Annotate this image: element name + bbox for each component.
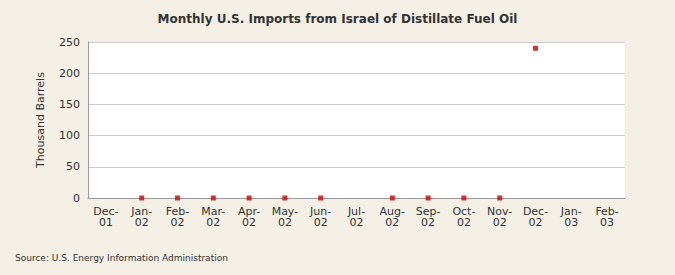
svg-text:Monthly U.S. Imports from Isra: Monthly U.S. Imports from Israel of Dist… [158,12,518,26]
svg-text:02: 02 [529,216,543,229]
svg-text:Nov-: Nov- [487,205,513,218]
svg-text:03: 03 [600,216,614,229]
svg-text:02: 02 [457,216,471,229]
svg-text:Dec-: Dec- [522,205,549,218]
svg-text:Feb-: Feb- [595,205,619,218]
svg-text:0: 0 [73,192,80,205]
svg-text:Aug-: Aug- [379,205,405,218]
svg-text:Jul-: Jul- [347,205,366,218]
svg-text:02: 02 [421,216,435,229]
svg-text:Feb-: Feb- [165,205,190,218]
svg-text:Jan-: Jan- [560,205,582,218]
svg-text:02: 02 [350,216,364,229]
svg-text:02: 02 [171,216,185,229]
svg-text:02: 02 [206,216,220,229]
svg-text:Jan-: Jan- [131,205,153,218]
svg-text:250: 250 [59,36,80,49]
svg-text:50: 50 [66,160,80,173]
svg-text:03: 03 [564,216,578,229]
svg-text:Sep-: Sep- [415,205,441,218]
svg-text:Apr-: Apr- [238,205,261,218]
svg-text:May-: May- [271,205,299,218]
svg-text:02: 02 [314,216,328,229]
svg-text:Source: U.S. Energy Informatio: Source: U.S. Energy Information Administ… [15,253,228,263]
svg-text:Dec-: Dec- [93,205,119,218]
svg-text:02: 02 [242,216,256,229]
svg-text:150: 150 [59,98,80,111]
svg-text:200: 200 [59,67,80,80]
svg-text:Oct-: Oct- [452,205,476,218]
svg-text:Thousand Barrels: Thousand Barrels [34,72,47,169]
svg-text:Jun-: Jun- [310,205,332,218]
svg-text:100: 100 [59,129,80,142]
svg-text:02: 02 [278,216,292,229]
svg-text:01: 01 [99,216,113,229]
svg-text:Mar-: Mar- [201,205,226,218]
svg-text:02: 02 [493,216,507,229]
svg-text:02: 02 [135,216,149,229]
svg-text:02: 02 [385,216,399,229]
